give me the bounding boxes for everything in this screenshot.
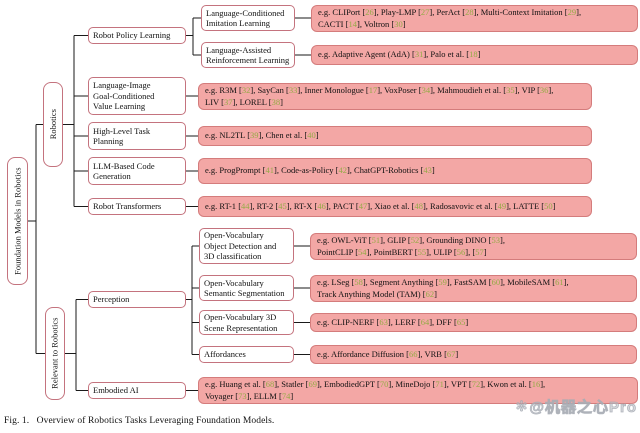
node-language-image-goal-conditioned-value-learning: Language-Image Goal-Conditioned Value Le…: [88, 77, 186, 115]
node-label: Affordances: [204, 349, 246, 360]
node-label: Robot Transformers: [93, 201, 162, 212]
node-open-vocabulary-object-detection-3d-classification: Open-Vocabulary Object Detection and 3D …: [199, 228, 294, 264]
leaf-object-detection-examples: e.g. OWL-ViT [51], GLIP [52], Grounding …: [310, 233, 637, 260]
node-open-vocabulary-3d-scene-representation: Open-Vocabulary 3D Scene Representation: [199, 310, 294, 335]
node-perception: Perception: [88, 291, 186, 308]
branch-robotics-label: Robotics: [47, 109, 58, 140]
node-label: Perception: [93, 294, 130, 305]
node-label: Language-Image Goal-Conditioned Value Le…: [93, 80, 155, 112]
branch-robotics: Robotics: [43, 82, 63, 167]
node-robot-policy-learning: Robot Policy Learning: [88, 27, 186, 44]
leaf-text: e.g. OWL-ViT [51], GLIP [52], Grounding …: [317, 235, 505, 257]
leaf-robot-transformers-examples: e.g. RT-1 [44], RT-2 [45], RT-X [46], PA…: [198, 196, 592, 217]
leaf-language-conditioned-imitation-examples: e.g. CLIPort [26], Play-LMP [27], PerAct…: [311, 5, 638, 32]
leaf-text: e.g. RT-1 [44], RT-2 [45], RT-X [46], PA…: [205, 200, 556, 211]
leaf-language-image-value-examples: e.g. R3M [32], SayCan [33], Inner Monolo…: [198, 83, 592, 110]
node-label: Open-Vocabulary 3D Scene Representation: [204, 312, 278, 333]
node-llm-based-code-generation: LLM-Based Code Generation: [88, 157, 186, 185]
branch-relevant-to-robotics: Relevant to Robotics: [45, 307, 65, 400]
leaf-task-planning-examples: e.g. NL2TL [39], Chen et al. [40]: [198, 126, 592, 146]
node-affordances: Affordances: [199, 346, 294, 363]
node-label: Open-Vocabulary Object Detection and 3D …: [204, 230, 277, 262]
leaf-language-assisted-rl-examples: e.g. Adaptive Agent (AdA) [31], Palo et …: [311, 45, 638, 65]
node-robot-transformers: Robot Transformers: [88, 198, 186, 215]
leaf-semantic-segmentation-examples: e.g. LSeg [58], Segment Anything [59], F…: [310, 275, 637, 302]
leaf-text: e.g. CLIP-NERF [63], LERF [64], DFF [65]: [317, 316, 469, 327]
node-open-vocabulary-semantic-segmentation: Open-Vocabulary Semantic Segmentation: [199, 275, 294, 301]
node-language-assisted-reinforcement-learning: Language-Assisted Reinforcement Learning: [201, 42, 295, 68]
leaf-text: e.g. Huang et al. [68], Statler [69], Em…: [205, 379, 546, 401]
root-node-foundation-models-in-robotics: Foundation Models in Robotics: [7, 157, 28, 285]
leaf-text: e.g. R3M [32], SayCan [33], Inner Monolo…: [205, 85, 554, 107]
leaf-embodied-ai-examples: e.g. Huang et al. [68], Statler [69], Em…: [198, 377, 638, 404]
leaf-code-generation-examples: e.g. ProgPrompt [41], Code-as-Policy [42…: [198, 158, 592, 184]
machine-heart-logo-icon: ✻: [515, 398, 529, 415]
node-language-conditioned-imitation-learning: Language-Conditioned Imitation Learning: [201, 5, 295, 31]
leaf-3d-scene-representation-examples: e.g. CLIP-NERF [63], LERF [64], DFF [65]: [310, 313, 637, 332]
leaf-text: e.g. NL2TL [39], Chen et al. [40]: [205, 130, 319, 141]
watermark-text: @机器之心Pro: [529, 399, 637, 417]
figure-caption: Fig. 1. Overview of Robotics Tasks Lever…: [4, 416, 275, 426]
node-label: Embodied AI: [93, 385, 139, 396]
node-high-level-task-planning: High-Level Task Planning: [88, 122, 186, 150]
root-node-label: Foundation Models in Robotics: [12, 167, 23, 275]
node-label: LLM-Based Code Generation: [93, 160, 155, 181]
node-embodied-ai: Embodied AI: [88, 382, 186, 399]
node-label: Robot Policy Learning: [93, 30, 171, 41]
node-label: High-Level Task Planning: [93, 125, 151, 146]
node-label: Language-Assisted Reinforcement Learning: [206, 44, 290, 65]
watermark: ✻ @机器之心Pro: [515, 396, 637, 417]
node-label: Open-Vocabulary Semantic Segmentation: [204, 277, 285, 298]
leaf-text: e.g. ProgPrompt [41], Code-as-Policy [42…: [205, 165, 435, 176]
branch-relevant-label: Relevant to Robotics: [49, 317, 60, 390]
leaf-text: e.g. LSeg [58], Segment Anything [59], F…: [317, 277, 569, 299]
leaf-text: e.g. CLIPort [26], Play-LMP [27], PerAct…: [318, 7, 582, 29]
node-label: Language-Conditioned Imitation Learning: [206, 7, 285, 28]
leaf-text: e.g. Adaptive Agent (AdA) [31], Palo et …: [318, 49, 481, 60]
leaf-text: e.g. Affordance Diffusion [66], VRB [67]: [317, 348, 459, 359]
leaf-affordances-examples: e.g. Affordance Diffusion [66], VRB [67]: [310, 345, 637, 364]
